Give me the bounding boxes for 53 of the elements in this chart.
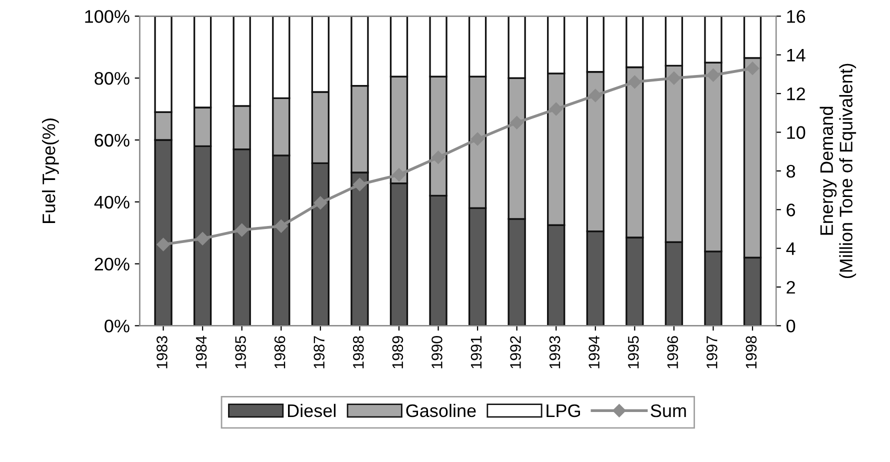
x-tick-label: 1994 — [588, 336, 600, 368]
point — [156, 238, 170, 252]
x-tick-label: 1993 — [549, 336, 560, 368]
x-tick-label: 1984 — [196, 336, 207, 368]
point — [314, 196, 328, 210]
x-tick-label: 1997 — [706, 336, 718, 368]
x-tick-label: 1995 — [628, 336, 639, 368]
y2-tick-label: 10 — [787, 126, 806, 139]
point — [274, 219, 288, 233]
legend-label: LPG — [546, 404, 580, 418]
point — [667, 71, 681, 85]
point — [432, 150, 445, 164]
x-tick-label: 1989 — [392, 336, 404, 368]
y-tick-label: 0% — [104, 320, 130, 332]
x-tick-label: 1991 — [470, 336, 482, 368]
y2-tick-label: 14 — [787, 48, 806, 62]
point — [392, 168, 406, 182]
x-tick-label: 1983 — [156, 336, 168, 368]
y-axis-title: Fuel Type(%) — [42, 118, 59, 223]
y2-tick-label: 6 — [786, 204, 796, 216]
point — [628, 75, 642, 89]
legend-label: Gasoline — [406, 404, 476, 418]
x-tick-label: 1996 — [667, 336, 678, 368]
point — [510, 116, 524, 130]
point — [353, 178, 366, 192]
x-tick-label: 1985 — [235, 336, 246, 368]
x-tick-label: 1992 — [510, 336, 521, 368]
x-tick-label: 1990 — [432, 336, 442, 368]
point — [588, 88, 602, 102]
point — [550, 102, 563, 116]
point — [746, 62, 760, 75]
y2-axis-title: Energy Demand (Million Tone of Equivalent) — [820, 64, 856, 278]
y2-tick-label: 12 — [787, 87, 805, 100]
y-tick-label: 100% — [85, 10, 130, 23]
y-tick-label: 60% — [94, 134, 130, 147]
y-tick-label: 80% — [94, 72, 130, 85]
y2-tick-label: 16 — [787, 10, 806, 23]
y2-tick-label: 2 — [786, 280, 795, 294]
x-tick-label: 1988 — [352, 336, 364, 368]
x-tick-label: 1987 — [314, 336, 325, 368]
y-tick-label: 40% — [94, 196, 130, 209]
point — [235, 223, 248, 237]
legend-label: Sum — [650, 404, 686, 418]
legend-label: Diesel — [288, 404, 336, 418]
x-tick-label: 1986 — [274, 336, 286, 368]
point — [470, 132, 484, 146]
point — [196, 232, 210, 246]
y2-tick-label: 8 — [786, 164, 796, 178]
x-tick-label: 1998 — [746, 336, 757, 368]
y-tick-label: 20% — [94, 258, 130, 271]
y2-tick-label: 0 — [786, 320, 796, 332]
y2-tick-label: 4 — [786, 242, 796, 255]
point — [706, 68, 720, 82]
